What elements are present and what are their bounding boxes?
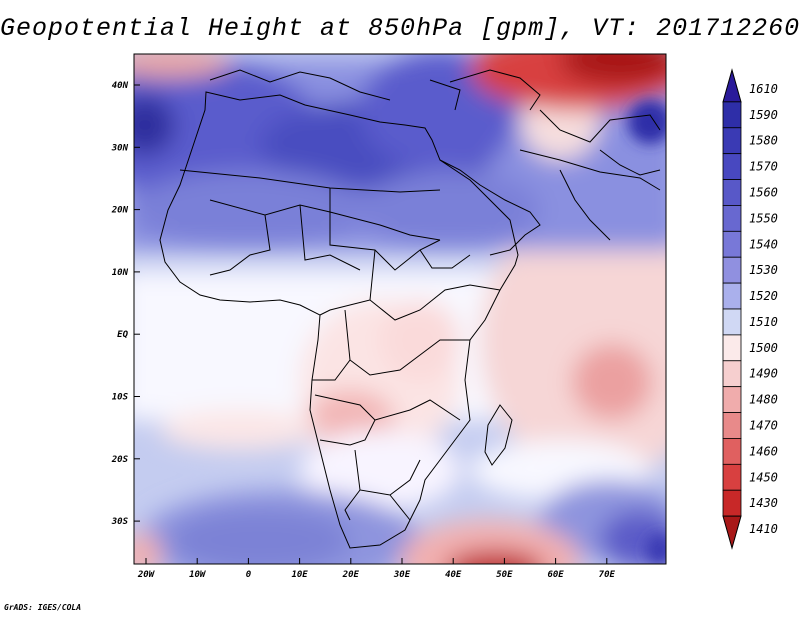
- colorbar-label: 1480: [749, 393, 778, 407]
- coastline-outlines: [159, 69, 661, 549]
- colorbar-label: 1550: [749, 211, 778, 225]
- colorbar-label: 1580: [749, 134, 778, 148]
- colorbar-label: 1490: [749, 367, 778, 381]
- colorbar-label: 1590: [749, 108, 778, 122]
- lat-label: 30S: [111, 517, 129, 527]
- colorbar-label: 1510: [749, 315, 778, 329]
- colorbar-swatch: [722, 282, 742, 310]
- lat-label: EQ: [117, 330, 128, 340]
- colorbar-swatch: [722, 153, 742, 180]
- lat-label: 20N: [111, 206, 129, 216]
- map-frame: [133, 53, 667, 565]
- colorbar-label: 1560: [749, 186, 778, 200]
- lat-label: 40N: [112, 81, 129, 91]
- colorbar-label: 1540: [749, 237, 778, 251]
- lat-label: 10S: [112, 393, 129, 403]
- colorbar-label: 1470: [749, 419, 778, 433]
- colorbar-label: 1450: [749, 470, 778, 484]
- footer-credit: GrADS: IGES/COLA: [4, 603, 82, 612]
- lon-label: 0: [246, 570, 252, 580]
- chart-title: Geopotential Height at 850hPa [gpm], VT:…: [0, 14, 800, 43]
- colorbar-label: 1520: [749, 289, 778, 303]
- lon-label: 20W: [137, 570, 156, 580]
- colorbar-label: 1570: [749, 160, 778, 174]
- longitude-ticks: 20W 10W 0 10E 20E 30E 40E 50E 60E 70E: [137, 558, 616, 580]
- lon-label: 40E: [445, 570, 462, 580]
- colorbar-swatch: [722, 360, 742, 388]
- colorbar-swatch: [722, 68, 742, 103]
- lat-label: 30N: [111, 143, 129, 153]
- colorbar-swatch: [722, 127, 742, 155]
- colorbar-swatch: [722, 412, 742, 439]
- lon-label: 60E: [547, 570, 564, 580]
- colorbar-swatch: [722, 515, 742, 550]
- colorbar-swatch: [722, 101, 742, 129]
- colorbar-swatch: [722, 438, 742, 465]
- colorbar: 1610 1590 1580 1570 1560 1550 1540 1530 1520 1510…: [722, 68, 778, 550]
- lon-label: 20E: [342, 570, 360, 580]
- lon-label: 50E: [496, 570, 513, 580]
- colorbar-label: 1460: [749, 444, 778, 458]
- lon-label: 70E: [599, 570, 616, 580]
- colorbar-swatch: [722, 386, 742, 413]
- colorbar-label: 1610: [749, 82, 778, 96]
- colorbar-swatch: [722, 308, 742, 336]
- lon-label: 10E: [291, 570, 308, 580]
- colorbar-swatch: [722, 205, 742, 232]
- colorbar-swatch: [722, 334, 742, 362]
- colorbar-swatch: [722, 179, 742, 206]
- colorbar-swatch: [722, 256, 742, 284]
- colorbar-swatch: [722, 463, 742, 491]
- colorbar-label: 1530: [749, 263, 778, 277]
- height-field: [134, 54, 666, 564]
- lon-label: 30E: [393, 570, 411, 580]
- latitude-ticks: 40N 30N 20N 10N EQ 10S 20S 30S: [111, 81, 140, 527]
- lat-label: 10N: [112, 268, 129, 278]
- colorbar-swatch: [722, 489, 742, 517]
- lon-label: 10W: [189, 570, 207, 580]
- colorbar-label: 1430: [749, 496, 778, 510]
- lat-label: 20S: [111, 455, 129, 465]
- colorbar-swatch: [722, 230, 742, 258]
- colorbar-label: 1410: [749, 522, 778, 536]
- colorbar-label: 1500: [749, 341, 778, 355]
